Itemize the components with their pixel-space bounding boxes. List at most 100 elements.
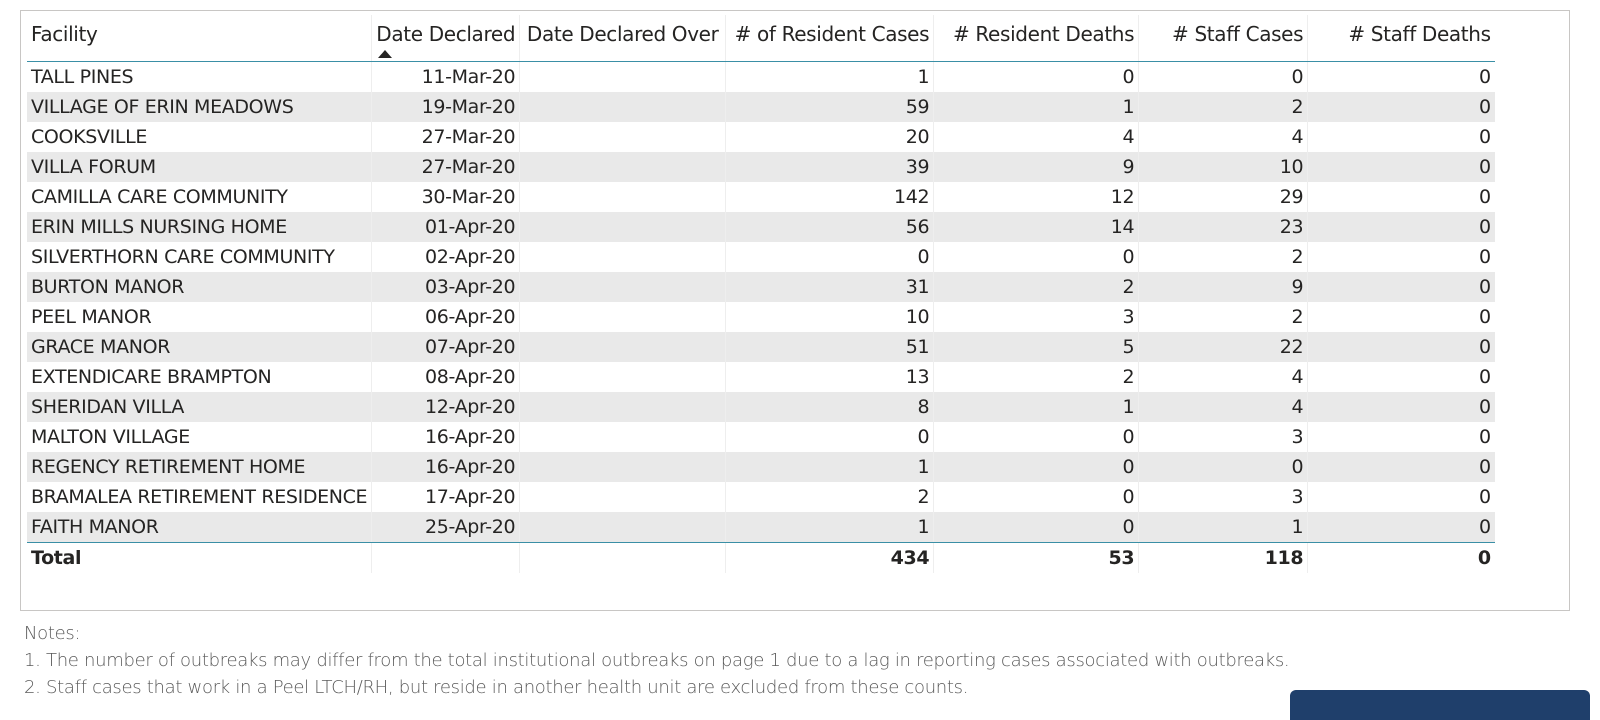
table-row[interactable]: CAMILLA CARE COMMUNITY 30-Mar-20 142 12 29 0 [27, 181, 1495, 212]
table-row[interactable]: BRAMALEA RETIREMENT RESIDENCE 17-Apr-20 2 0… [27, 481, 1495, 512]
table-cell: 03-Apr-20 [371, 271, 521, 302]
table-cell: 22 [1138, 331, 1309, 362]
table-cell: 25-Apr-20 [371, 511, 521, 543]
note-item-1: 1. The number of outbreaks may differ fr… [24, 650, 1290, 671]
table-cell: BURTON MANOR [27, 271, 373, 302]
table-cell: 0 [1478, 245, 1491, 268]
table-row[interactable]: EXTENDICARE BRAMPTON 08-Apr-20 13 2 4 0 [27, 361, 1495, 392]
table-row[interactable]: BURTON MANOR 03-Apr-20 31 2 9 0 [27, 271, 1495, 302]
table-cell: 0 [1138, 451, 1309, 482]
table-cell: 8 [725, 391, 935, 422]
table-cell: 0 [1478, 425, 1491, 448]
table-row[interactable]: SHERIDAN VILLA 12-Apr-20 8 1 4 0 [27, 391, 1495, 422]
table-cell: 10 [1138, 151, 1309, 182]
navigation-button[interactable] [1290, 690, 1590, 720]
table-cell: 06-Apr-20 [371, 301, 521, 332]
table-row[interactable]: REGENCY RETIREMENT HOME 16-Apr-20 1 0 0 0 [27, 451, 1495, 482]
table-cell: 0 [1138, 61, 1309, 92]
column-header-date-declared[interactable]: Date Declared [371, 15, 521, 62]
table-cell: 13 [725, 361, 935, 392]
table-cell: 0 [933, 481, 1140, 512]
column-header-of-resident-cases[interactable]: # of Resident Cases [725, 15, 935, 62]
table-cell: 2 [1138, 301, 1309, 332]
table-cell [519, 361, 727, 392]
table-cell: 3 [1138, 421, 1309, 452]
table-cell: 0 [933, 241, 1140, 272]
table-cell: 1 [933, 91, 1140, 122]
table-cell [519, 271, 727, 302]
table-row[interactable]: TALL PINES 11-Mar-20 1 0 0 0 [27, 61, 1495, 92]
note-item-2: 2. Staff cases that work in a Peel LTCH/… [24, 677, 969, 698]
totals-cell: 0 [1477, 546, 1491, 569]
table-cell: 1 [725, 511, 935, 543]
column-header-resident-deaths[interactable]: # Resident Deaths [933, 15, 1140, 62]
table-row[interactable]: COOKSVILLE 27-Mar-20 20 4 4 0 [27, 121, 1495, 152]
outbreak-table: Facility Date Declared Date Declared Over #… [27, 15, 1495, 573]
table-row[interactable]: VILLA FORUM 27-Mar-20 39 9 10 0 [27, 151, 1495, 182]
table-cell [519, 421, 727, 452]
table-cell: 01-Apr-20 [371, 211, 521, 242]
table-cell: 0 [933, 421, 1140, 452]
table-cell: FAITH MANOR [27, 511, 373, 543]
table-cell: 27-Mar-20 [371, 151, 521, 182]
table-cell: BRAMALEA RETIREMENT RESIDENCE [27, 481, 373, 512]
table-row[interactable]: PEEL MANOR 06-Apr-20 10 3 2 0 [27, 301, 1495, 332]
table-row[interactable]: MALTON VILLAGE 16-Apr-20 0 0 3 0 [27, 421, 1495, 452]
table-cell: 2 [725, 481, 935, 512]
table-cell: 0 [1478, 185, 1491, 208]
table-row[interactable]: ERIN MILLS NURSING HOME 01-Apr-20 56 14 23 0 [27, 211, 1495, 242]
table-cell [519, 91, 727, 122]
table-cell: VILLAGE OF ERIN MEADOWS [27, 91, 373, 122]
table-cell: 14 [933, 211, 1140, 242]
table-cell: 56 [725, 211, 935, 242]
table-cell: 4 [1138, 121, 1309, 152]
table-cell: 59 [725, 91, 935, 122]
column-header-staff-cases[interactable]: # Staff Cases [1138, 15, 1309, 62]
table-cell: 0 [1478, 305, 1491, 328]
column-header-label: Date Declared [376, 22, 516, 46]
table-cell: 142 [725, 181, 935, 212]
totals-cell: 118 [1138, 542, 1309, 573]
table-cell: 9 [933, 151, 1140, 182]
table-cell: GRACE MANOR [27, 331, 373, 362]
table-cell: PEEL MANOR [27, 301, 373, 332]
table-cell: 9 [1138, 271, 1309, 302]
table-cell: 1 [933, 391, 1140, 422]
column-header-staff-deaths[interactable]: # Staff Deaths [1307, 15, 1495, 62]
table-row[interactable]: VILLAGE OF ERIN MEADOWS 19-Mar-20 59 1 2 0 [27, 91, 1495, 122]
table-cell: 2 [1138, 91, 1309, 122]
totals-cell [371, 542, 521, 573]
outbreak-table-visual: Facility Date Declared Date Declared Over #… [20, 10, 1570, 611]
table-cell: 0 [1307, 331, 1495, 362]
table-cell: 0 [1478, 365, 1491, 388]
table-cell [519, 121, 727, 152]
table-cell: 12-Apr-20 [371, 391, 521, 422]
table-cell: 3 [1138, 481, 1309, 512]
totals-cell [519, 542, 727, 573]
table-cell: 0 [1307, 451, 1495, 482]
table-row[interactable]: FAITH MANOR 25-Apr-20 1 0 1 0 [27, 511, 1495, 543]
table-cell [519, 511, 727, 543]
table-cell: 0 [1307, 271, 1495, 302]
column-header-date-declared-over[interactable]: Date Declared Over [519, 15, 727, 62]
table-cell: REGENCY RETIREMENT HOME [27, 451, 373, 482]
table-row[interactable]: SILVERTHORN CARE COMMUNITY 02-Apr-20 0 0 2 0 [27, 241, 1495, 272]
table-cell: 10 [725, 301, 935, 332]
table-cell: 4 [1138, 361, 1309, 392]
column-header-facility[interactable]: Facility [27, 15, 373, 62]
table-totals-row: Total 434 53 118 0 [27, 542, 1495, 573]
table-cell: 07-Apr-20 [371, 331, 521, 362]
table-cell: 0 [933, 61, 1140, 92]
table-body: TALL PINES 11-Mar-20 1 0 0 0 VILLAGE OF ERIN M… [27, 61, 1495, 543]
table-cell: 0 [725, 421, 935, 452]
table-cell: 19-Mar-20 [371, 91, 521, 122]
table-row[interactable]: GRACE MANOR 07-Apr-20 51 5 22 0 [27, 331, 1495, 362]
table-cell [519, 301, 727, 332]
table-cell: SHERIDAN VILLA [27, 391, 373, 422]
sort-ascending-icon[interactable] [378, 49, 393, 58]
table-cell: 0 [1478, 65, 1491, 88]
table-cell: 0 [933, 511, 1140, 543]
table-cell [519, 151, 727, 182]
table-cell: ERIN MILLS NURSING HOME [27, 211, 373, 242]
table-cell: 27-Mar-20 [371, 121, 521, 152]
